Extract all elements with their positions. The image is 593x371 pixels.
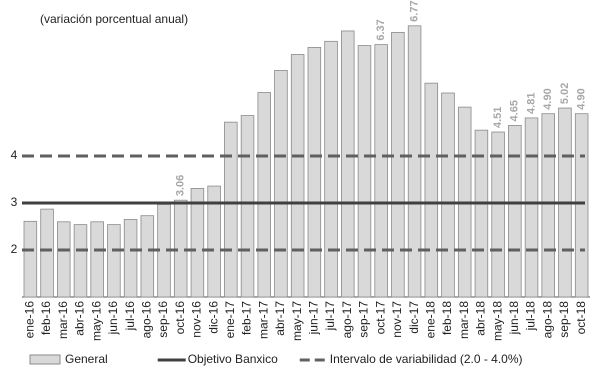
bar bbox=[107, 224, 121, 298]
x-tick-label: mar-17 bbox=[256, 301, 270, 339]
x-tick-label: jul-16 bbox=[123, 301, 137, 332]
x-tick-label: oct-17 bbox=[373, 301, 387, 335]
bar bbox=[541, 113, 555, 298]
x-tick-label: ago-17 bbox=[340, 301, 354, 339]
bar bbox=[307, 47, 322, 298]
bar bbox=[524, 117, 539, 298]
x-tick-label: dic-17 bbox=[407, 301, 421, 334]
bar bbox=[290, 54, 305, 298]
bar bbox=[274, 70, 288, 298]
bar bbox=[508, 125, 522, 298]
bar bbox=[441, 92, 455, 298]
x-tick-label: jul-17 bbox=[323, 301, 337, 332]
x-tick-label: feb-18 bbox=[440, 301, 454, 335]
value-label: 6.77 bbox=[408, 0, 420, 21]
value-label: 4.90 bbox=[542, 88, 554, 109]
bar bbox=[190, 188, 205, 298]
bar bbox=[224, 121, 238, 298]
bar bbox=[240, 115, 255, 298]
x-tick-label: may-17 bbox=[290, 301, 304, 341]
x-tick-label: ago-16 bbox=[139, 301, 153, 339]
legend-label: Objetivo Banxico bbox=[188, 352, 278, 366]
x-tick-label: abr-17 bbox=[273, 301, 287, 336]
value-label: 4.90 bbox=[576, 88, 588, 109]
x-tick-label: ene-16 bbox=[23, 301, 37, 339]
x-tick-label: ene-17 bbox=[223, 301, 237, 339]
value-label: 3.06 bbox=[175, 175, 187, 196]
x-tick-label: ago-18 bbox=[540, 301, 554, 339]
chart-title: (variación porcentual anual) bbox=[40, 12, 188, 26]
y-tick-label: 4 bbox=[11, 148, 18, 162]
x-tick-label: may-16 bbox=[89, 301, 103, 341]
legend-label: Intervalo de variabilidad (2.0 - 4.0%) bbox=[330, 352, 523, 366]
bar bbox=[324, 40, 338, 298]
x-tick-label: mar-16 bbox=[56, 301, 70, 339]
bar bbox=[357, 45, 372, 298]
value-label: 4.51 bbox=[492, 107, 504, 128]
bar bbox=[491, 131, 505, 298]
bar bbox=[40, 208, 54, 298]
x-tick-label: sep-18 bbox=[557, 301, 571, 338]
x-tick-label: jun-16 bbox=[106, 301, 120, 336]
legend-label: General bbox=[65, 352, 108, 366]
bar bbox=[57, 221, 71, 298]
x-tick-label: feb-16 bbox=[39, 301, 53, 335]
x-tick-label: sep-16 bbox=[156, 301, 170, 338]
bar bbox=[424, 82, 439, 298]
bar bbox=[391, 31, 405, 298]
x-tick-label: oct-16 bbox=[173, 301, 187, 335]
bar bbox=[257, 92, 271, 298]
x-tick-label: nov-17 bbox=[390, 301, 404, 338]
bar bbox=[140, 215, 155, 298]
value-label: 5.02 bbox=[559, 83, 571, 104]
x-tick-label: abr-18 bbox=[474, 301, 488, 336]
x-tick-label: may-18 bbox=[490, 301, 504, 341]
bar bbox=[73, 224, 88, 298]
value-label: 4.81 bbox=[525, 93, 537, 114]
x-tick-label: nov-16 bbox=[190, 301, 204, 338]
x-tick-label: abr-16 bbox=[73, 301, 87, 336]
y-tick-label: 2 bbox=[11, 242, 18, 256]
bar bbox=[574, 113, 589, 298]
x-tick-label: sep-17 bbox=[357, 301, 371, 338]
x-tick-label: jul-18 bbox=[524, 301, 538, 332]
bar bbox=[23, 220, 38, 298]
value-label: 6.37 bbox=[375, 19, 387, 40]
x-tick-label: mar-18 bbox=[457, 301, 471, 339]
bar bbox=[207, 185, 221, 298]
bar bbox=[90, 221, 104, 298]
bar bbox=[474, 129, 489, 298]
x-tick-label: oct-18 bbox=[574, 301, 588, 335]
value-label: 4.65 bbox=[509, 100, 521, 121]
bar bbox=[341, 30, 355, 298]
bar bbox=[407, 25, 422, 298]
x-tick-label: ene-18 bbox=[423, 301, 437, 339]
x-tick-label: jun-17 bbox=[307, 301, 321, 336]
bar bbox=[374, 44, 388, 298]
x-tick-label: feb-17 bbox=[240, 301, 254, 335]
legend-swatch bbox=[29, 354, 61, 365]
bar bbox=[123, 219, 138, 298]
y-tick-label: 3 bbox=[11, 195, 18, 209]
x-tick-label: dic-16 bbox=[206, 301, 220, 334]
x-tick-label: jun-18 bbox=[507, 301, 521, 336]
